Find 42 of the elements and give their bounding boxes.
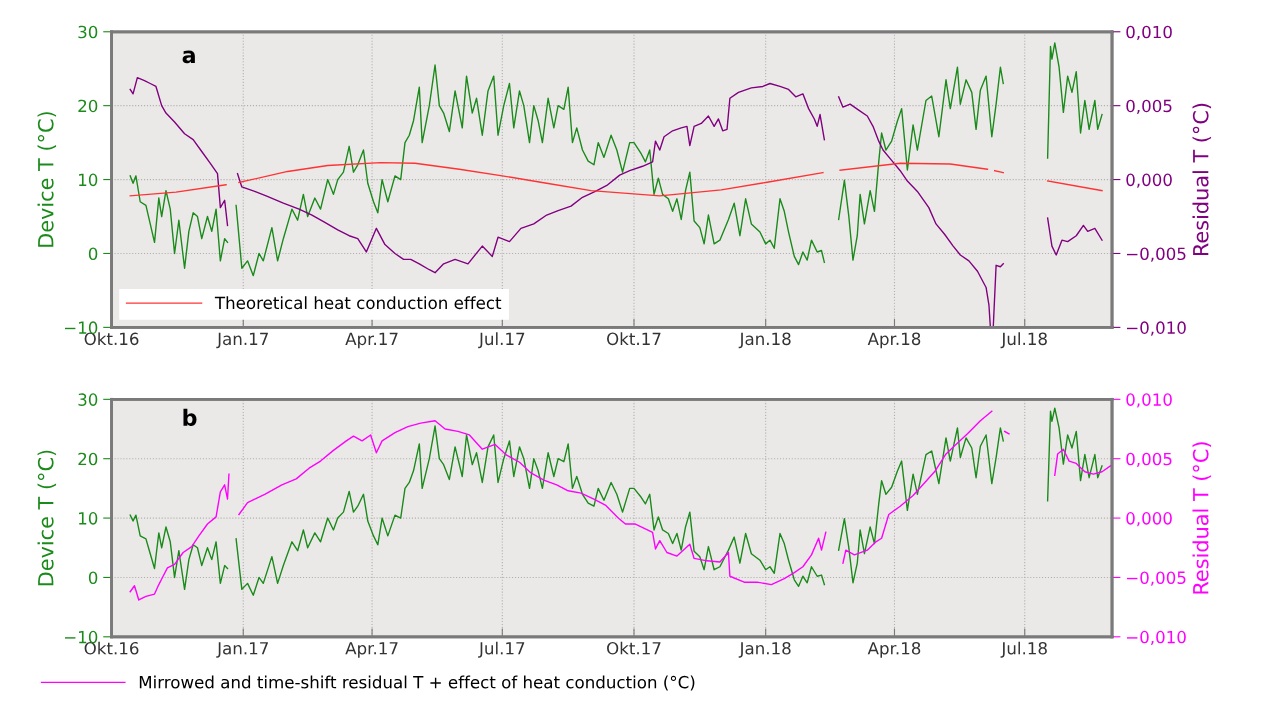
y2-tick-label: 0,000 — [1126, 512, 1172, 527]
x-tick-label: Jan.18 — [738, 641, 791, 658]
legend-label: Mirrowed and time-shift residual T + effect of heat conduction (°C) — [139, 675, 695, 691]
x-tick-label: Okt.16 — [84, 332, 139, 346]
y2-tick-label: 0,005 — [1126, 99, 1172, 114]
y-tick-label: −10 — [64, 321, 98, 334]
x-tick-label: Jan.17 — [216, 642, 268, 658]
y2-tick-label: 0,005 — [1126, 452, 1172, 467]
x-tick-label: Apr.18 — [867, 641, 921, 658]
x-tick-label: Jan.17 — [216, 332, 268, 349]
y-tick-label: 10 — [79, 173, 98, 187]
x-tick-label: Apr.17 — [345, 332, 398, 349]
y-tick-label: 20 — [78, 452, 98, 466]
y2-tick-label: −0,010 — [1127, 321, 1186, 336]
x-tick-label: Jul.17 — [478, 332, 525, 349]
y2-tick-label: 0,010 — [1126, 393, 1172, 408]
x-tick-label: Jan.18 — [738, 332, 791, 349]
x-tick-label: Jul.17 — [478, 641, 525, 658]
x-tick-label: Apr.17 — [345, 642, 398, 658]
y2-tick-label: 0,010 — [1126, 25, 1172, 41]
y-tick-label: 0 — [88, 247, 98, 261]
x-tick-label: Jul.18 — [1000, 332, 1047, 349]
y-axis-title: Device T (°C) — [37, 450, 57, 586]
y2-axis-title: Residual T (°C) — [1192, 103, 1212, 256]
annotation: b — [183, 408, 197, 426]
x-tick-label: Jul.18 — [1000, 641, 1047, 658]
y2-tick-label: −0,005 — [1127, 247, 1186, 262]
y-axis-title: Device T (°C) — [37, 112, 57, 247]
x-tick-label: Apr.18 — [867, 332, 921, 349]
y2-tick-label: −0,010 — [1127, 630, 1186, 646]
y-tick-label: 20 — [78, 99, 98, 113]
x-tick-label: Okt.17 — [607, 641, 661, 655]
y-tick-label: 30 — [78, 393, 98, 406]
annotation: a — [182, 50, 195, 64]
x-tick-label: Okt.17 — [607, 332, 661, 346]
y-tick-label: 10 — [79, 512, 98, 525]
y-tick-label: 30 — [78, 25, 98, 39]
y2-axis-title: Residual T (°C) — [1192, 442, 1212, 594]
y-tick-label: 0 — [88, 571, 98, 585]
y2-tick-label: −0,005 — [1127, 571, 1186, 586]
y2-tick-label: 0,000 — [1126, 173, 1172, 188]
legend-label: Theoretical heat conduction effect — [214, 296, 502, 310]
